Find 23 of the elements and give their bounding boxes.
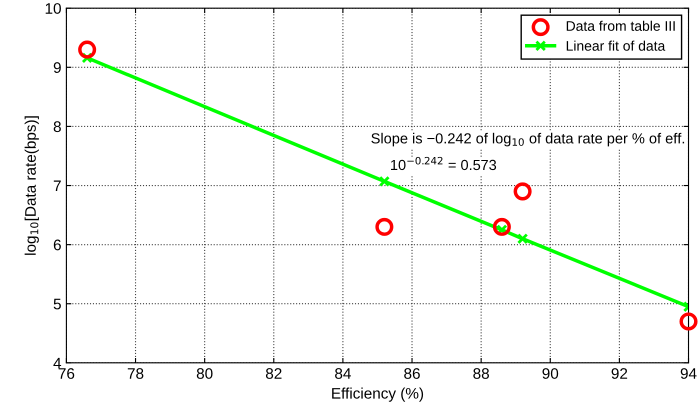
annotation: Slope is −0.242 of log$_{10}$ of data rate per % of eff. xyxy=(371,132,684,146)
legend-label: Data from table III xyxy=(566,20,675,31)
x-tick-label: 78 xyxy=(128,368,144,379)
x-tick-label: 76 xyxy=(58,368,74,379)
x-tick-label: 88 xyxy=(473,368,489,379)
y-tick-label: 6 xyxy=(54,240,61,250)
y-axis-title: log$_{10}$[Data rate(bps)] xyxy=(24,116,39,255)
y-tick-label: 7 xyxy=(54,180,61,192)
legend-label: Linear fit of data xyxy=(566,40,666,51)
x-axis-title: Efficiency (%) xyxy=(332,388,424,402)
x-tick-label: 86 xyxy=(404,368,420,379)
x-tick-label: 92 xyxy=(612,368,628,379)
x-tick-label: 94 xyxy=(680,368,697,379)
y-tick-label: 4 xyxy=(53,358,62,368)
x-tick-label: 80 xyxy=(196,368,213,379)
x-tick-label: 84 xyxy=(335,368,351,379)
annotation: 10$^{−0.242}$ = 0.573 xyxy=(391,156,496,170)
x-tick-label: 90 xyxy=(542,368,558,379)
y-tick-label: 5 xyxy=(54,298,61,310)
y-tick-label: 8 xyxy=(54,121,61,132)
y-tick-label: 9 xyxy=(54,62,61,73)
x-tick-label: 82 xyxy=(266,368,282,379)
y-tick-label: 10 xyxy=(46,3,61,14)
